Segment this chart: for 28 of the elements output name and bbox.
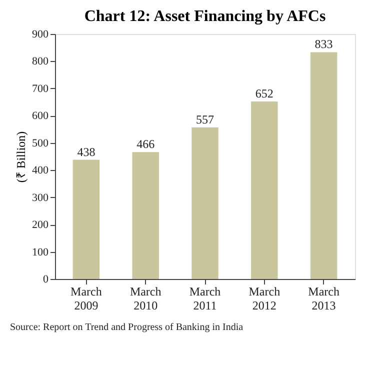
x-tick-label: March 2010 [130,284,162,312]
x-tick-label: March 2011 [189,284,221,312]
y-tick-label: 800 [32,56,49,68]
data-label: 833 [314,37,333,52]
y-tick-label: 0 [43,274,49,286]
y-tick-label: 600 [32,110,49,122]
source-note: Source: Report on Trend and Progress of Banking in India [10,322,244,333]
bar [192,127,218,279]
y-tick-label: 700 [32,82,49,95]
y-tick-label: 300 [32,192,49,204]
data-label: 466 [136,137,155,152]
y-tick-label: 200 [32,219,49,232]
data-label: 557 [196,112,214,126]
x-tick-label: March 2012 [248,284,280,312]
data-label: 438 [77,144,96,159]
x-tick-label: March 2009 [70,284,102,312]
y-tick-label: 100 [32,246,49,258]
y-tick-label: 400 [32,164,49,177]
chart-title: Chart 12: Asset Financing by AFCs [84,8,326,25]
bar [72,160,100,279]
y-axis-title: (₹ Billion) [14,131,28,183]
bar [310,52,338,279]
y-tick-label: 900 [32,28,49,40]
bar [132,152,159,279]
y-tick-label: 500 [32,137,49,150]
data-label: 652 [255,86,274,101]
x-tick-label: March 2013 [308,284,340,312]
bar [251,102,278,279]
